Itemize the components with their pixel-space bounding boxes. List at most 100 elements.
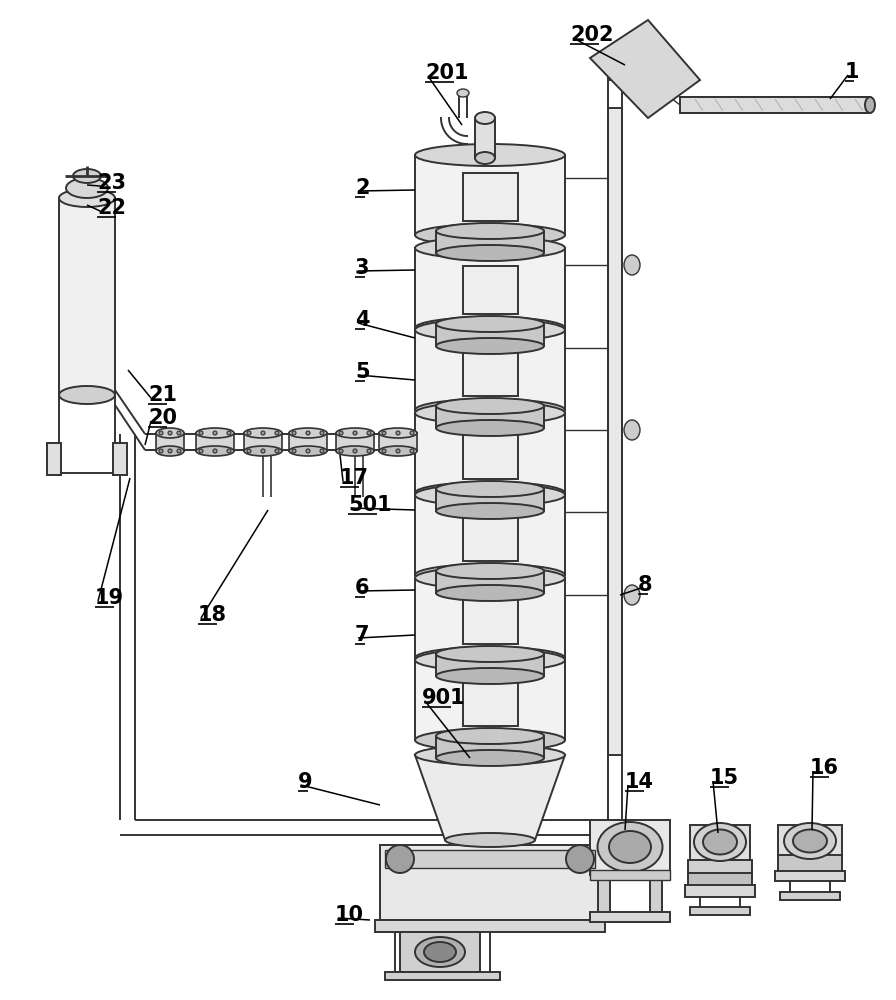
Ellipse shape (339, 449, 343, 453)
Text: 21: 21 (148, 385, 177, 405)
Text: 14: 14 (625, 772, 654, 792)
Ellipse shape (336, 446, 374, 456)
FancyBboxPatch shape (475, 118, 495, 158)
FancyBboxPatch shape (380, 845, 600, 920)
Ellipse shape (386, 845, 414, 873)
Ellipse shape (436, 223, 544, 239)
Polygon shape (415, 755, 565, 840)
Text: 7: 7 (355, 625, 369, 645)
Ellipse shape (244, 446, 282, 456)
FancyBboxPatch shape (415, 248, 565, 328)
FancyBboxPatch shape (463, 678, 518, 726)
Ellipse shape (227, 449, 231, 453)
Ellipse shape (261, 449, 265, 453)
Ellipse shape (566, 845, 594, 873)
FancyBboxPatch shape (688, 873, 752, 888)
FancyBboxPatch shape (463, 348, 518, 396)
Ellipse shape (289, 428, 327, 438)
Ellipse shape (436, 563, 544, 579)
Ellipse shape (379, 446, 417, 456)
Ellipse shape (247, 431, 251, 435)
Text: 3: 3 (355, 258, 369, 278)
Ellipse shape (289, 446, 327, 456)
FancyBboxPatch shape (415, 330, 565, 410)
FancyBboxPatch shape (463, 173, 518, 221)
Ellipse shape (415, 224, 565, 246)
Text: 17: 17 (340, 468, 369, 488)
Ellipse shape (436, 481, 544, 497)
Ellipse shape (415, 317, 565, 339)
Ellipse shape (382, 449, 386, 453)
Ellipse shape (156, 428, 184, 438)
Ellipse shape (436, 585, 544, 601)
FancyBboxPatch shape (436, 489, 544, 511)
FancyBboxPatch shape (379, 433, 417, 451)
Text: 20: 20 (148, 408, 177, 428)
Ellipse shape (306, 449, 310, 453)
FancyBboxPatch shape (690, 907, 750, 915)
Ellipse shape (196, 428, 234, 438)
Ellipse shape (306, 431, 310, 435)
Ellipse shape (320, 431, 324, 435)
Ellipse shape (598, 822, 662, 872)
Text: 8: 8 (638, 575, 652, 595)
FancyBboxPatch shape (375, 920, 605, 932)
Ellipse shape (367, 449, 371, 453)
FancyBboxPatch shape (415, 578, 565, 658)
Ellipse shape (227, 431, 231, 435)
Ellipse shape (415, 647, 565, 669)
Ellipse shape (694, 823, 746, 861)
Ellipse shape (436, 245, 544, 261)
Ellipse shape (436, 316, 544, 332)
Ellipse shape (199, 449, 203, 453)
Ellipse shape (436, 728, 544, 744)
Ellipse shape (156, 446, 184, 456)
Ellipse shape (379, 428, 417, 438)
FancyBboxPatch shape (463, 266, 518, 314)
FancyBboxPatch shape (436, 406, 544, 428)
Ellipse shape (609, 831, 651, 863)
FancyBboxPatch shape (289, 433, 327, 451)
Text: 15: 15 (710, 768, 739, 788)
Text: 901: 901 (422, 688, 466, 708)
Ellipse shape (703, 830, 737, 854)
Text: 1: 1 (845, 62, 859, 82)
FancyBboxPatch shape (778, 825, 842, 857)
Ellipse shape (415, 144, 565, 166)
Ellipse shape (436, 398, 544, 414)
Ellipse shape (247, 449, 251, 453)
Ellipse shape (475, 152, 495, 164)
FancyBboxPatch shape (463, 596, 518, 644)
Polygon shape (590, 20, 700, 118)
Ellipse shape (436, 750, 544, 766)
Ellipse shape (415, 567, 565, 589)
Ellipse shape (336, 428, 374, 438)
Ellipse shape (415, 482, 565, 504)
Ellipse shape (436, 503, 544, 519)
Ellipse shape (59, 386, 115, 404)
Ellipse shape (410, 431, 414, 435)
Ellipse shape (624, 255, 640, 275)
FancyBboxPatch shape (590, 870, 670, 880)
Text: 10: 10 (335, 905, 364, 925)
Ellipse shape (353, 431, 357, 435)
FancyBboxPatch shape (685, 885, 755, 897)
Text: 9: 9 (298, 772, 313, 792)
Ellipse shape (396, 449, 400, 453)
Ellipse shape (424, 942, 456, 962)
Text: 23: 23 (97, 173, 126, 193)
FancyBboxPatch shape (463, 431, 518, 479)
FancyBboxPatch shape (775, 871, 845, 881)
Text: 5: 5 (355, 362, 370, 382)
Ellipse shape (199, 431, 203, 435)
Ellipse shape (367, 431, 371, 435)
Ellipse shape (382, 431, 386, 435)
FancyBboxPatch shape (436, 571, 544, 593)
Ellipse shape (275, 449, 279, 453)
Ellipse shape (177, 431, 181, 435)
FancyBboxPatch shape (436, 654, 544, 676)
Ellipse shape (624, 585, 640, 605)
Ellipse shape (159, 449, 163, 453)
Ellipse shape (475, 112, 495, 124)
Ellipse shape (73, 169, 101, 183)
